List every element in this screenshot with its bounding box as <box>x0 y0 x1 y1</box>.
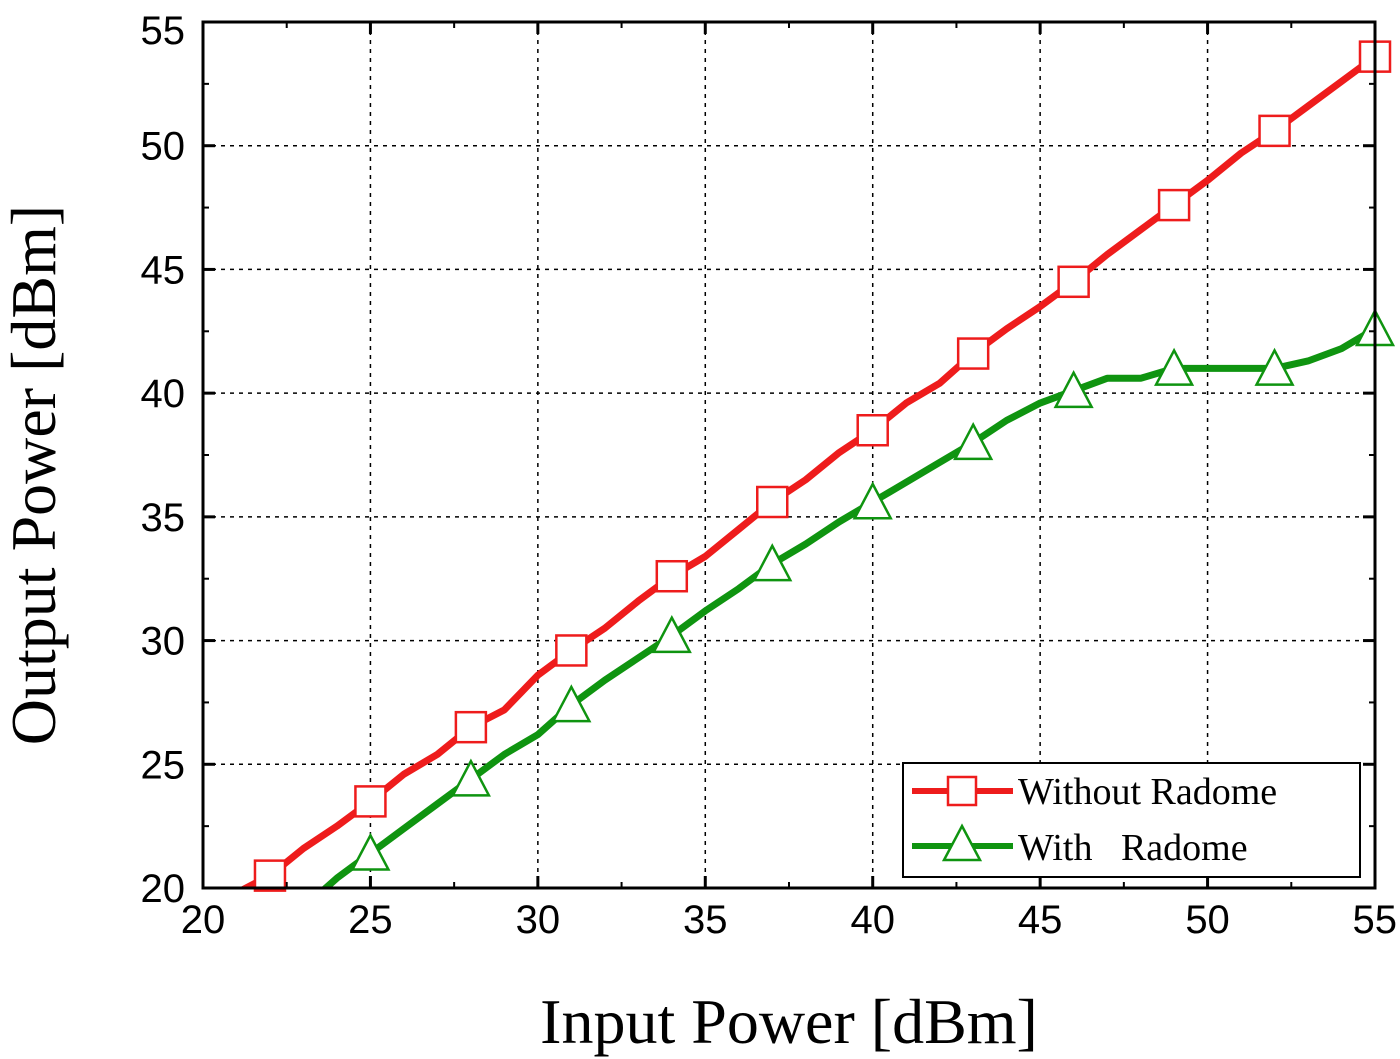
tick-labels: 20 25 30 35 40 45 50 55 20 25 30 35 40 45 50 55 <box>141 9 1398 942</box>
plot-frame <box>201 20 1377 890</box>
marker-square <box>655 559 689 593</box>
y-tick-label: 40 <box>141 372 186 416</box>
marker-square <box>856 414 889 447</box>
legend-label-with-radome: With Radome <box>1018 827 1248 869</box>
marker-triangle <box>1154 347 1195 386</box>
x-tick-label: 25 <box>348 898 393 942</box>
marker-square <box>1157 188 1191 222</box>
marker-square <box>354 785 387 818</box>
legend-box <box>902 762 1361 878</box>
marker-triangle <box>350 832 391 871</box>
x-tick-label: 50 <box>1185 898 1230 942</box>
marker-triangle <box>651 614 692 654</box>
y-tick-label: 45 <box>141 248 186 292</box>
legend: Without Radome With Radome <box>902 762 1361 878</box>
marker-square <box>253 859 287 892</box>
marker-triangle <box>1254 347 1295 386</box>
marker-square <box>756 485 789 519</box>
x-tick-label: 55 <box>1353 898 1398 942</box>
marker-triangle <box>1053 369 1094 409</box>
marker-triangle <box>852 481 893 520</box>
marker-square <box>454 710 488 744</box>
x-tick-label: 45 <box>1018 898 1063 942</box>
y-axis-title: Output Power [dBm] <box>0 205 69 745</box>
legend-marker-square <box>946 775 978 807</box>
marker-triangle <box>450 758 491 797</box>
marker-square <box>1258 114 1291 148</box>
x-tick-label: 35 <box>683 898 728 942</box>
marker-square <box>555 634 588 667</box>
x-tick-label: 20 <box>181 898 226 942</box>
y-tick-label: 20 <box>141 867 186 911</box>
x-tick-label: 30 <box>516 898 561 942</box>
y-tick-label: 50 <box>141 125 186 169</box>
marker-square <box>1057 265 1090 299</box>
legend-label-without-radome: Without Radome <box>1018 771 1277 813</box>
x-axis-title: Input Power [dBm] <box>540 986 1038 1057</box>
y-tick-label: 30 <box>141 620 186 664</box>
axis-ticks <box>201 20 1377 890</box>
series-line-with-radome <box>320 325 1375 888</box>
x-tick-label: 40 <box>850 898 895 942</box>
y-tick-label: 25 <box>141 743 186 787</box>
y-tick-label: 55 <box>141 9 186 53</box>
marker-triangle <box>752 543 793 582</box>
marker-triangle <box>953 421 994 461</box>
marker-triangle <box>551 684 592 723</box>
y-tick-label: 35 <box>141 496 186 540</box>
legend-marker-triangle <box>941 823 983 862</box>
grid-lines <box>203 22 1375 888</box>
marker-square <box>956 337 990 370</box>
